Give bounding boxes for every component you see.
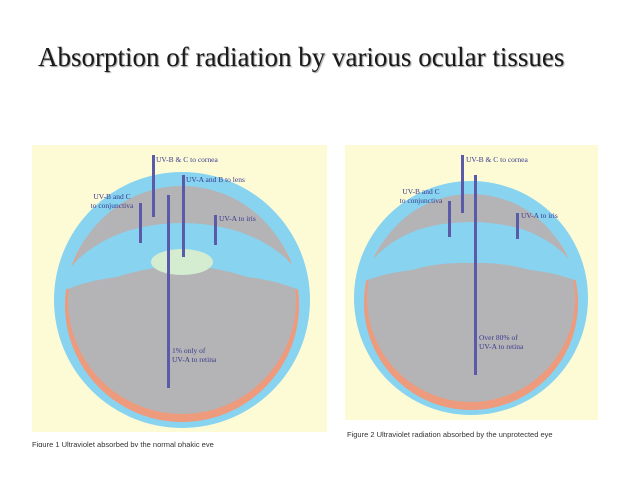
- ray-iris: [214, 215, 217, 245]
- unprotected-eye-diagram: UV-B & C to cornea UV-B and C to conjunc…: [354, 155, 588, 415]
- ray-conjunctiva: [448, 201, 451, 237]
- figure-normal-eye-panel: UV-B & C to cornea UV-B and C to conjunc…: [32, 145, 327, 432]
- label-retina-2: UV-A to retina: [479, 342, 524, 351]
- label-conjunctiva-1: UV-B and C: [93, 192, 130, 201]
- ray-iris: [516, 213, 519, 239]
- label-conjunctiva-1: UV-B and C: [402, 187, 439, 196]
- ray-conjunctiva: [139, 203, 142, 243]
- label-retina-2: UV-A to retina: [172, 355, 217, 364]
- label-iris: UV-A to iris: [521, 211, 558, 220]
- normal-eye-diagram: UV-B & C to cornea UV-B and C to conjunc…: [54, 155, 310, 428]
- label-iris: UV-A to iris: [219, 214, 256, 223]
- ray-lens: [182, 175, 185, 257]
- label-retina-1: 1% only of: [172, 346, 206, 355]
- ray-retina: [474, 175, 477, 375]
- ray-retina: [167, 195, 170, 388]
- lens: [151, 249, 213, 275]
- cornea-iris-region: [355, 222, 587, 285]
- figure-unprotected-eye-panel: UV-B & C to cornea UV-B and C to conjunc…: [345, 145, 598, 420]
- label-cornea: UV-B & C to cornea: [466, 155, 528, 164]
- ray-cornea: [461, 155, 464, 213]
- label-conjunctiva-2: to conjunctiva: [91, 201, 134, 210]
- figure-2-caption: Figure 2 Ultraviolet radiation absorbed …: [347, 430, 553, 439]
- label-cornea: UV-B & C to cornea: [156, 155, 218, 164]
- slide-title: Absorption of radiation by various ocula…: [38, 42, 565, 72]
- figure-1-caption: Figure 1 Ultraviolet absorbed by the nor…: [32, 440, 214, 447]
- ray-cornea: [152, 155, 155, 217]
- label-conjunctiva-2: to conjunctiva: [400, 196, 443, 205]
- label-lens: UV-A and B to lens: [186, 175, 245, 184]
- label-retina-1: Over 80% of: [479, 333, 518, 342]
